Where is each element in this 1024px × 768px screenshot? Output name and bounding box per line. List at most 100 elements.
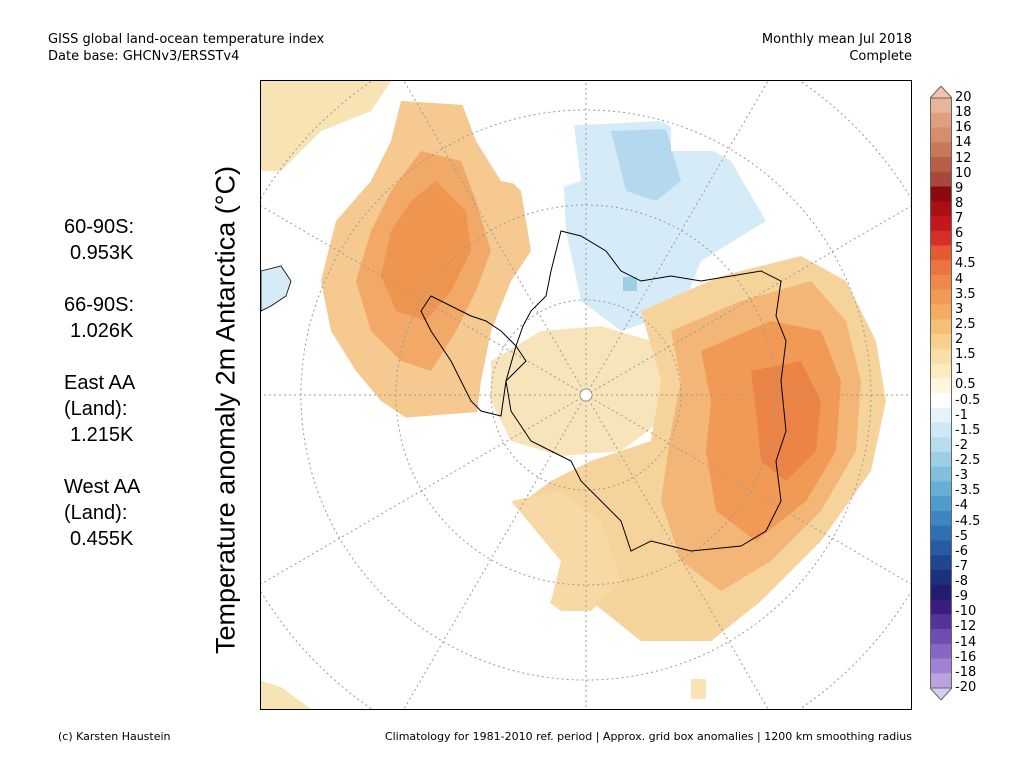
colorbar-tick-label: 3.5 (955, 286, 976, 302)
colorbar-swatch (930, 629, 952, 645)
colorbar-tick-label: -20 (955, 680, 977, 695)
colorbar-swatch (930, 289, 952, 305)
colorbar-tick-label: 14 (955, 135, 972, 151)
status-label: Complete (849, 49, 912, 64)
colorbar-swatch (930, 599, 952, 615)
colorbar-swatch (930, 260, 952, 276)
colorbar-tick-label: 8 (955, 195, 964, 211)
credit-text: (c) Karsten Haustein (58, 730, 171, 743)
colorbar-tick-label: -9 (955, 589, 968, 605)
anomaly-cool-spot (623, 277, 637, 291)
colorbar-swatch (930, 673, 952, 689)
map-title: GISS global land-ocean temperature index (48, 32, 325, 47)
colorbar-tick-label: -7 (955, 558, 968, 574)
colorbar (930, 86, 952, 700)
colorbar-swatch (930, 112, 952, 128)
stat-value: 0.953K (70, 242, 134, 264)
stat-label-2: (Land): (64, 502, 128, 524)
period-label: Monthly mean Jul 2018 (761, 32, 912, 47)
stat-west-aa: West AA (Land): 0.455K (52, 474, 172, 552)
colorbar-tick-label: -1 (955, 407, 968, 423)
colorbar-top-arrow (930, 86, 952, 99)
colorbar-swatch (930, 275, 952, 291)
colorbar-swatch (930, 216, 952, 232)
map-svg (261, 81, 911, 709)
graticule (261, 81, 911, 709)
y-axis-label: Temperature anomaly 2m Antarctica (°C) (210, 166, 241, 654)
south-pole-marker (579, 388, 593, 402)
colorbar-tick-label: 3 (955, 301, 964, 317)
colorbar-swatch (930, 570, 952, 586)
colorbar-tick-label: -4.5 (955, 513, 981, 529)
stat-label-2: (Land): (64, 398, 128, 420)
colorbar-tick-label: -4 (955, 498, 968, 514)
anomaly-map (260, 80, 912, 710)
colorbar-tick-label: 12 (955, 150, 972, 166)
colorbar-swatch (930, 466, 952, 482)
anomaly-patch (261, 681, 311, 709)
colorbar-swatch (930, 393, 952, 409)
stat-value: 1.026K (70, 320, 134, 342)
stats-panel: 60-90S: 0.953K 66-90S: 1.026K East AA (L… (52, 214, 172, 578)
colorbar-swatch (930, 186, 952, 202)
colorbar-swatch (930, 422, 952, 438)
colorbar-tick-label: -10 (955, 604, 977, 620)
colorbar-swatch (930, 614, 952, 630)
header-left: GISS global land-ocean temperature index… (48, 31, 324, 65)
colorbar-swatch (930, 437, 952, 453)
colorbar-tick-label: 2 (955, 332, 964, 348)
colorbar-tick-label: 18 (955, 105, 972, 121)
colorbar-tick-label: 4 (955, 271, 964, 287)
colorbar-tick-label: -3 (955, 468, 968, 484)
stat-66-90s: 66-90S: 1.026K (52, 292, 172, 344)
stat-label: West AA (64, 476, 141, 498)
no-data-wedge (671, 119, 731, 151)
peninsula-coastline (420, 295, 517, 417)
footnote-text: Climatology for 1981-2010 ref. period | … (384, 730, 912, 743)
colorbar-tick-label: -8 (955, 574, 968, 590)
colorbar-tick-label: -3.5 (955, 483, 981, 499)
colorbar-swatch (930, 304, 952, 320)
colorbar-tick-label: 1.5 (955, 347, 976, 363)
colorbar-swatch (930, 363, 952, 379)
colorbar-swatch (930, 142, 952, 158)
colorbar-swatch (930, 643, 952, 659)
header-right: Monthly mean Jul 2018 Complete (762, 31, 912, 65)
anomaly-warm-east-peak (751, 361, 821, 481)
colorbar-swatch (930, 334, 952, 350)
colorbar-tick-label: 7 (955, 211, 964, 227)
colorbar-tick-label: -6 (955, 543, 968, 559)
south-america-coastline (261, 265, 292, 312)
colorbar-swatch (930, 201, 952, 217)
colorbar-tick-label: -2.5 (955, 453, 981, 469)
colorbar-tick-label: 20 (955, 90, 972, 105)
colorbar-tick-label: 9 (955, 180, 964, 196)
stat-label: East AA (64, 372, 136, 394)
colorbar-swatch (930, 511, 952, 527)
stat-label: 66-90S: (64, 294, 135, 316)
colorbar-tick-label: -14 (955, 634, 977, 650)
colorbar-swatch (930, 378, 952, 394)
colorbar-swatch (930, 481, 952, 497)
colorbar-tick-label: 2.5 (955, 316, 976, 332)
no-data-wedge (461, 101, 581, 191)
colorbar-tick-label: 16 (955, 120, 972, 136)
colorbar-tick-label: 10 (955, 165, 972, 181)
colorbar-swatch (930, 319, 952, 335)
stat-east-aa: East AA (Land): 1.215K (52, 370, 172, 448)
colorbar-swatch (930, 98, 952, 114)
colorbar-swatch (930, 555, 952, 571)
colorbar-swatch (930, 407, 952, 423)
colorbar-swatch (930, 658, 952, 674)
stat-value: 0.455K (70, 528, 134, 550)
colorbar-tick-label: -5 (955, 528, 968, 544)
stat-60-90s: 60-90S: 0.953K (52, 214, 172, 266)
colorbar-tick-label: 5 (955, 241, 964, 257)
colorbar-tick-label: -18 (955, 664, 977, 680)
colorbar-bottom-arrow (930, 687, 952, 700)
date-base: Date base: GHCNv3/ERSSTv4 (48, 49, 240, 64)
colorbar-tick-label: 0.5 (955, 377, 976, 393)
colorbar-tick-label: -16 (955, 649, 977, 665)
stat-value: 1.215K (70, 424, 134, 446)
colorbar-swatch (930, 452, 952, 468)
